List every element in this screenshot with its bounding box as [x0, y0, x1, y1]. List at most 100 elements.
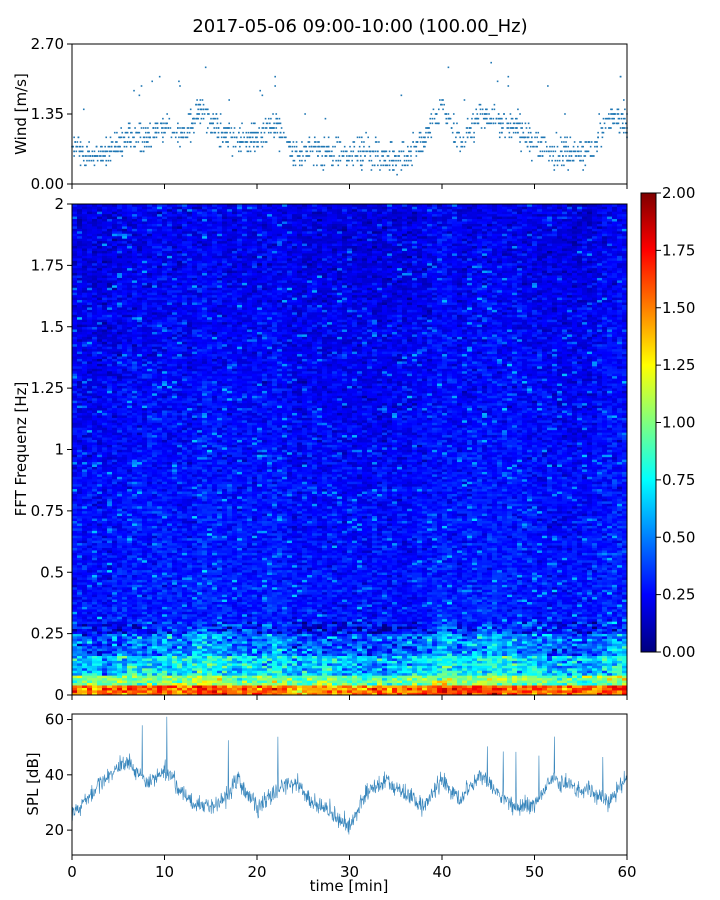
- spectrogram-cell: [102, 626, 107, 629]
- wind-point: [410, 155, 412, 157]
- wind-point: [388, 155, 390, 157]
- spectrogram-cell: [152, 651, 157, 654]
- spectrogram-cell: [227, 634, 232, 637]
- spectrogram-cell: [337, 678, 342, 681]
- spectrogram-cell: [72, 663, 77, 666]
- spectrogram-cell: [172, 626, 177, 629]
- spectrogram-cell: [87, 643, 92, 646]
- spectrogram-cell: [297, 636, 302, 639]
- wind-point: [494, 104, 496, 106]
- spectrogram-cell: [392, 688, 397, 691]
- spectrogram-cell: [277, 685, 282, 688]
- spectrogram-cell: [342, 634, 347, 637]
- spectrogram-cell: [97, 688, 102, 691]
- spectrogram-cell: [202, 626, 207, 629]
- spectrogram-cell: [192, 656, 197, 659]
- spectrogram-cell: [167, 639, 172, 642]
- spectrogram-cell: [597, 656, 602, 659]
- spectrogram-cell: [227, 683, 232, 686]
- wind-point: [357, 137, 359, 139]
- spectrogram-cell: [492, 670, 497, 673]
- spectrogram-cell: [357, 643, 362, 646]
- spectrogram-cell: [587, 643, 592, 646]
- wind-point: [251, 141, 253, 143]
- wind-point: [77, 141, 79, 143]
- spectrogram-cell: [502, 678, 507, 681]
- spectrogram-cell: [357, 685, 362, 688]
- wind-point: [140, 123, 142, 125]
- spectrogram-cell: [502, 643, 507, 646]
- spectrogram-cell: [107, 675, 112, 678]
- spectrogram-cell: [257, 639, 262, 642]
- spectrogram-cell: [177, 636, 182, 639]
- spectrogram-cell: [597, 651, 602, 654]
- spectrogram-cell: [152, 668, 157, 671]
- spectrogram-cell: [617, 646, 622, 649]
- wind-point: [202, 113, 204, 115]
- spectrogram-cell: [447, 639, 452, 642]
- spectrogram-cell: [242, 643, 247, 646]
- spectrogram-cell: [537, 690, 542, 693]
- spectrogram-cell: [232, 648, 237, 651]
- spectrogram-cell: [292, 656, 297, 659]
- wind-point: [429, 132, 431, 134]
- spectrogram-cell: [252, 680, 257, 683]
- spectrogram-cell: [352, 666, 357, 669]
- spectrogram-cell: [202, 648, 207, 651]
- wind-point: [475, 109, 477, 111]
- spectrogram-cell: [617, 683, 622, 686]
- spectrogram-cell: [472, 641, 477, 644]
- spectrogram-cell: [537, 651, 542, 654]
- spectrogram-cell: [172, 683, 177, 686]
- spectrogram-cell: [447, 670, 452, 673]
- spectrogram-cell: [582, 656, 587, 659]
- spectrogram-cell: [357, 690, 362, 693]
- spectrogram-cell: [317, 680, 322, 683]
- spectrogram-cell: [187, 658, 192, 661]
- wind-point: [108, 160, 110, 162]
- spectrogram-cell: [87, 683, 92, 686]
- spectrogram-cell: [607, 678, 612, 681]
- spectrogram-cell: [537, 668, 542, 671]
- spectrogram-cell: [387, 639, 392, 642]
- spectrogram-cell: [112, 688, 117, 691]
- spectrogram-cell: [97, 643, 102, 646]
- spectrogram-cell: [447, 653, 452, 656]
- spectrogram-cell: [522, 651, 527, 654]
- spectrogram-cell: [407, 690, 412, 693]
- wind-point: [424, 137, 426, 139]
- spectrogram-cell: [487, 648, 492, 651]
- wind-point: [502, 123, 504, 125]
- wind-point: [467, 127, 469, 129]
- spectrogram-cell: [287, 634, 292, 637]
- spectrogram-cell: [117, 636, 122, 639]
- spectrogram-cell: [442, 634, 447, 637]
- spectrogram-cell: [607, 675, 612, 678]
- spectrogram-cell: [397, 673, 402, 676]
- spectrogram-cell: [77, 675, 82, 678]
- spectrogram-cell: [412, 680, 417, 683]
- spectrogram-cell: [127, 653, 132, 656]
- spectrogram-cell: [162, 626, 167, 629]
- wind-point: [542, 155, 544, 157]
- spectrogram-cell: [257, 626, 262, 629]
- spectrogram-cell: [427, 663, 432, 666]
- spectrogram-cell: [357, 656, 362, 659]
- wind-point: [602, 137, 604, 139]
- wind-point: [377, 165, 379, 167]
- spectrogram-cell: [487, 666, 492, 669]
- spectrogram-cell: [272, 666, 277, 669]
- spectrogram-cell: [272, 648, 277, 651]
- spectrogram-cell: [167, 656, 172, 659]
- spectrogram-cell: [397, 626, 402, 629]
- spectrogram-cell: [582, 663, 587, 666]
- wind-point: [196, 99, 198, 101]
- spectrogram-cell: [87, 668, 92, 671]
- spectrogram-cell: [257, 690, 262, 693]
- spectrogram-cell: [382, 629, 387, 632]
- wind-point: [622, 113, 624, 115]
- spectrogram-cell: [367, 661, 372, 664]
- spectrogram-cell: [122, 658, 127, 661]
- spectrogram-cell: [177, 658, 182, 661]
- spectrogram-cell: [262, 653, 267, 656]
